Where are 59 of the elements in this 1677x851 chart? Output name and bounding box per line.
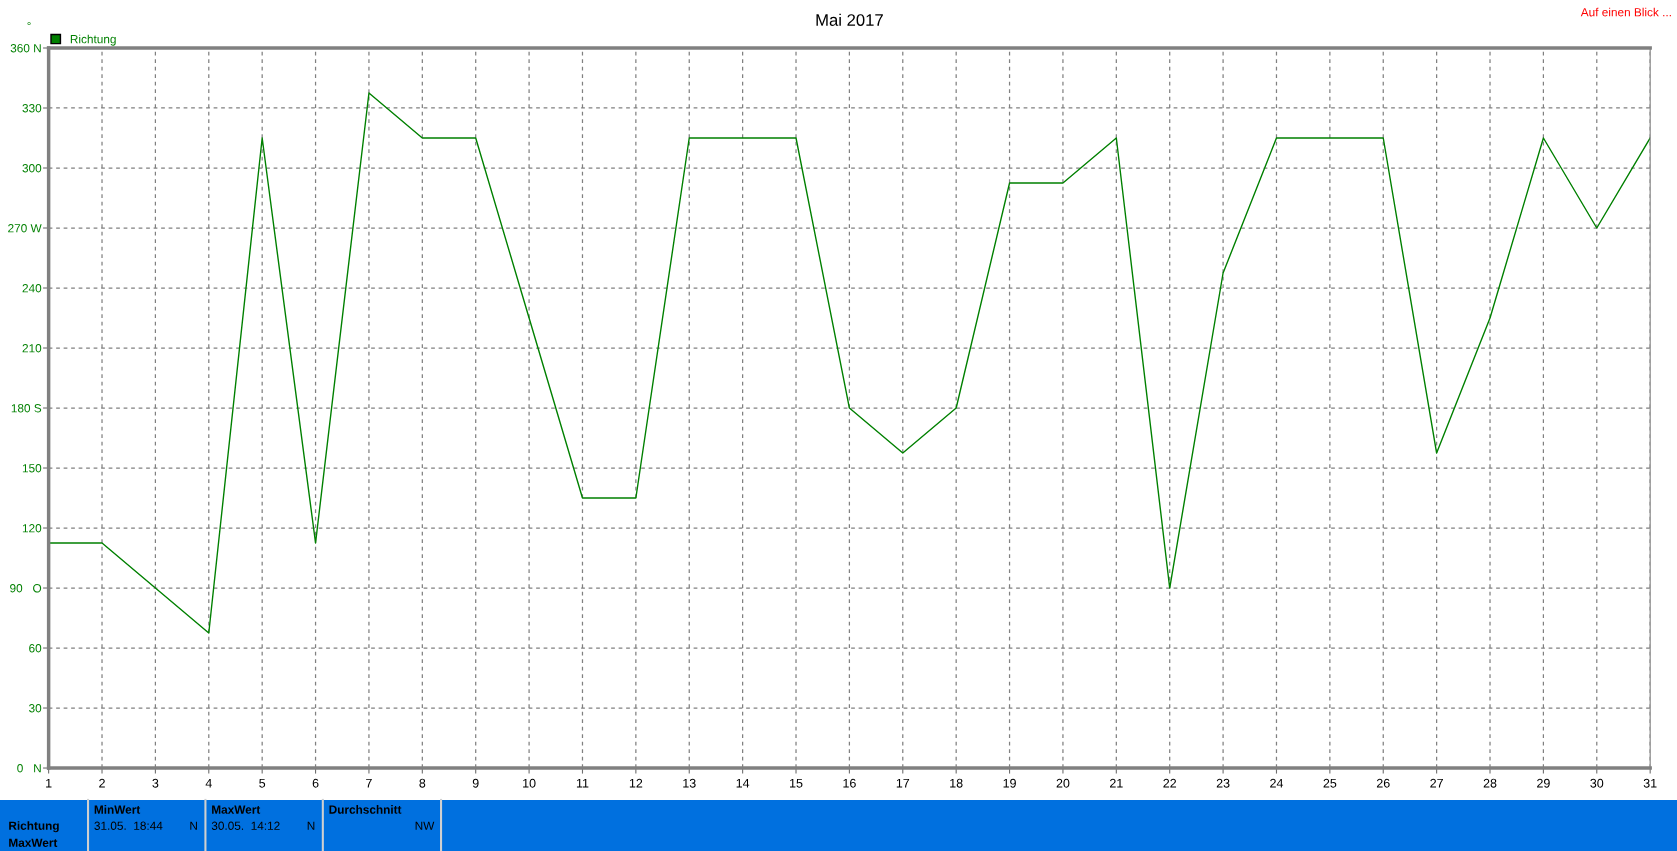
y-tick-label: 60 bbox=[29, 644, 42, 653]
y-axis-title: ° bbox=[27, 22, 31, 26]
x-tick-label: 10 bbox=[523, 778, 536, 788]
x-tick-label: 29 bbox=[1537, 778, 1550, 788]
x-tick-label: 24 bbox=[1270, 778, 1284, 788]
x-tick-label: 9 bbox=[472, 778, 479, 788]
x-tick-label: 23 bbox=[1216, 778, 1230, 788]
x-tick-label: 28 bbox=[1483, 778, 1497, 788]
x-tick-label: 30 bbox=[1590, 778, 1604, 788]
x-tick-label: 17 bbox=[896, 778, 910, 788]
text: 30.05. 14:12 bbox=[211, 821, 280, 830]
x-tick-label: 7 bbox=[366, 778, 372, 788]
x-tick-label: 3 bbox=[152, 778, 159, 788]
x-tick-label: 26 bbox=[1376, 778, 1390, 788]
text: NW bbox=[415, 821, 435, 830]
x-tick-label: 2 bbox=[99, 778, 105, 788]
text: N bbox=[190, 821, 197, 830]
x-tick-label: 13 bbox=[683, 778, 696, 788]
y-tick-label: 120 bbox=[22, 524, 42, 533]
x-tick-label: 1 bbox=[46, 778, 52, 788]
text: Durchschnitt bbox=[329, 805, 402, 814]
x-tick-label: 31 bbox=[1643, 778, 1657, 788]
x-tick-label: 5 bbox=[259, 778, 266, 788]
x-tick-label: 15 bbox=[790, 778, 803, 788]
x-tick-label: 8 bbox=[419, 778, 426, 788]
x-tick-label: 25 bbox=[1323, 778, 1337, 788]
y-tick-label: 90 O bbox=[10, 584, 42, 593]
x-tick-label: 11 bbox=[576, 778, 589, 788]
y-tick-label: 240 bbox=[22, 284, 42, 293]
chart-title: Mai 2017 bbox=[816, 13, 883, 26]
x-tick-label: 21 bbox=[1110, 778, 1123, 788]
text: MaxWert bbox=[9, 838, 58, 847]
y-tick-label: 0 N bbox=[17, 764, 41, 773]
text: MaxWert bbox=[212, 805, 261, 814]
y-tick-label: 360 N bbox=[10, 44, 41, 53]
text: Richtung bbox=[9, 821, 59, 833]
x-tick-label: 6 bbox=[312, 778, 319, 788]
x-tick-label: 16 bbox=[843, 778, 856, 788]
y-tick-label: 30 bbox=[29, 704, 42, 713]
y-tick-label: 210 bbox=[22, 344, 42, 353]
text: Auf einen Blick ... bbox=[1580, 7, 1671, 17]
x-tick-label: 19 bbox=[1003, 778, 1016, 788]
text: 31.05. 18:44 bbox=[94, 821, 163, 830]
text: N bbox=[307, 821, 315, 830]
y-tick-label: 330 bbox=[22, 104, 42, 113]
x-tick-label: 12 bbox=[629, 778, 643, 788]
y-tick-label: 150 bbox=[22, 464, 42, 473]
y-tick-label: 270 W bbox=[8, 224, 42, 233]
x-tick-label: 14 bbox=[736, 778, 750, 788]
x-tick-label: 18 bbox=[950, 778, 963, 788]
x-tick-label: 20 bbox=[1056, 778, 1070, 788]
y-tick-label: 180 S bbox=[11, 404, 42, 413]
x-tick-label: 22 bbox=[1163, 778, 1177, 788]
x-tick-label: 4 bbox=[205, 778, 212, 788]
line-series bbox=[48, 92, 1651, 634]
text: MinWert bbox=[94, 805, 141, 814]
legend-label: Richtung bbox=[70, 34, 116, 46]
x-tick-label: 27 bbox=[1430, 778, 1443, 788]
y-tick-label: 300 bbox=[22, 164, 42, 173]
